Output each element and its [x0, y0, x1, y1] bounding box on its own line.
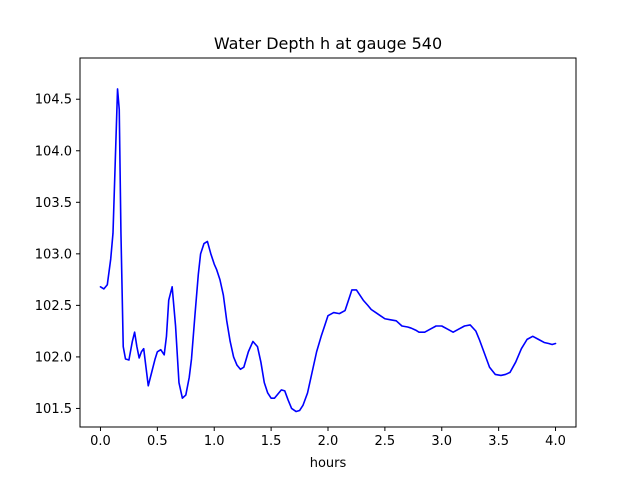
- series-line-0: [99, 88, 557, 413]
- chart-title: Water Depth h at gauge 540: [214, 34, 442, 53]
- x-tick-label: 4.0: [545, 434, 566, 449]
- x-tick-label: 1.0: [204, 434, 225, 449]
- x-tick-label: 2.0: [318, 434, 339, 449]
- x-tick-label: 1.5: [261, 434, 282, 449]
- x-tick-label: 3.0: [431, 434, 452, 449]
- y-tick-label: 103.0: [35, 247, 72, 262]
- y-tick-label: 103.5: [35, 196, 72, 211]
- axes: 0.0 0.5 1.0 1.5 2.0 2.5 3.0 3.5 4.0 101.5 102.0 102…: [35, 57, 577, 449]
- y-tick-label: 104.5: [35, 93, 72, 108]
- y-tick-label: 101.5: [35, 402, 72, 417]
- x-tick-label: 0.5: [147, 434, 168, 449]
- x-tick-label: 2.5: [375, 434, 396, 449]
- plot-area: [99, 88, 557, 413]
- y-tick-label: 102.0: [35, 350, 72, 365]
- x-tick-label: 0.0: [90, 434, 111, 449]
- x-axis-label: hours: [310, 456, 347, 471]
- y-tick-label: 104.0: [35, 144, 72, 159]
- y-tick-label: 102.5: [35, 299, 72, 314]
- x-tick-label: 3.5: [488, 434, 509, 449]
